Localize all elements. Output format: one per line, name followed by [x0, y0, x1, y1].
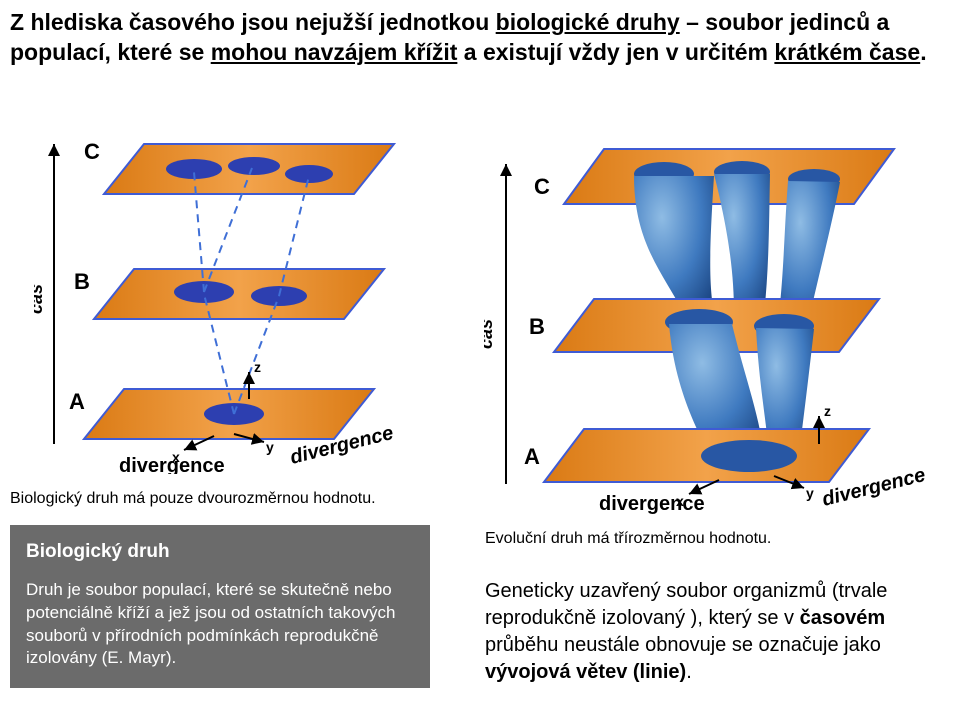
right-divergence-plain: divergence: [599, 493, 705, 514]
heading-u3: krátkém čase: [774, 39, 920, 65]
left-level-b: B: [74, 269, 90, 294]
diagram-right: čas C B A x y z divergence divergenc: [480, 90, 930, 510]
right-paragraph: Geneticky uzavřený soubor organizmů (trv…: [485, 578, 945, 686]
left-divergence-plain: divergence: [119, 455, 225, 474]
diagram-left-svg: čas C B A x y z divergence divergence: [34, 94, 434, 474]
left-level-c: C: [84, 139, 100, 164]
right-z: z: [824, 403, 831, 419]
left-level-a: A: [69, 389, 85, 414]
right-post: .: [686, 661, 692, 683]
caption-left: Biologický druh má pouze dvourozměrnou h…: [10, 490, 376, 508]
right-b1: časovém: [800, 607, 886, 629]
heading-post: .: [920, 39, 926, 65]
right-b2: vývojová větev (linie): [485, 661, 686, 683]
right-mid: průběhu neustále obnovuje se označuje ja…: [485, 634, 881, 656]
heading-pre: Z hlediska časového jsou nejužší jednotk…: [10, 9, 496, 35]
left-z: z: [254, 359, 261, 375]
grey-box-title: Biologický druh: [26, 539, 414, 565]
grey-definition-box: Biologický druh Druh je soubor populací,…: [10, 525, 430, 688]
right-y: y: [806, 485, 814, 501]
diagram-left: čas C B A x y z divergence divergence: [30, 90, 430, 470]
left-axis-label: čas: [34, 284, 46, 314]
heading-mid2: a existují vždy jen v určitém: [457, 39, 774, 65]
grey-box-body: Druh je soubor populací, které se skuteč…: [26, 579, 414, 671]
right-axis-label: čas: [484, 319, 496, 349]
heading-u1: biologické druhy: [496, 9, 680, 35]
right-level-b: B: [529, 314, 545, 339]
diagram-right-svg: čas C B A x y z divergence divergenc: [484, 94, 934, 514]
caption-right: Evoluční druh má třírozměrnou hodnotu.: [485, 530, 771, 548]
left-y: y: [266, 439, 274, 455]
page-heading: Z hlediska časového jsou nejužší jednotk…: [10, 8, 950, 68]
right-level-a: A: [524, 444, 540, 469]
heading-u2: mohou navzájem křížit: [211, 39, 458, 65]
right-level-c: C: [534, 174, 550, 199]
